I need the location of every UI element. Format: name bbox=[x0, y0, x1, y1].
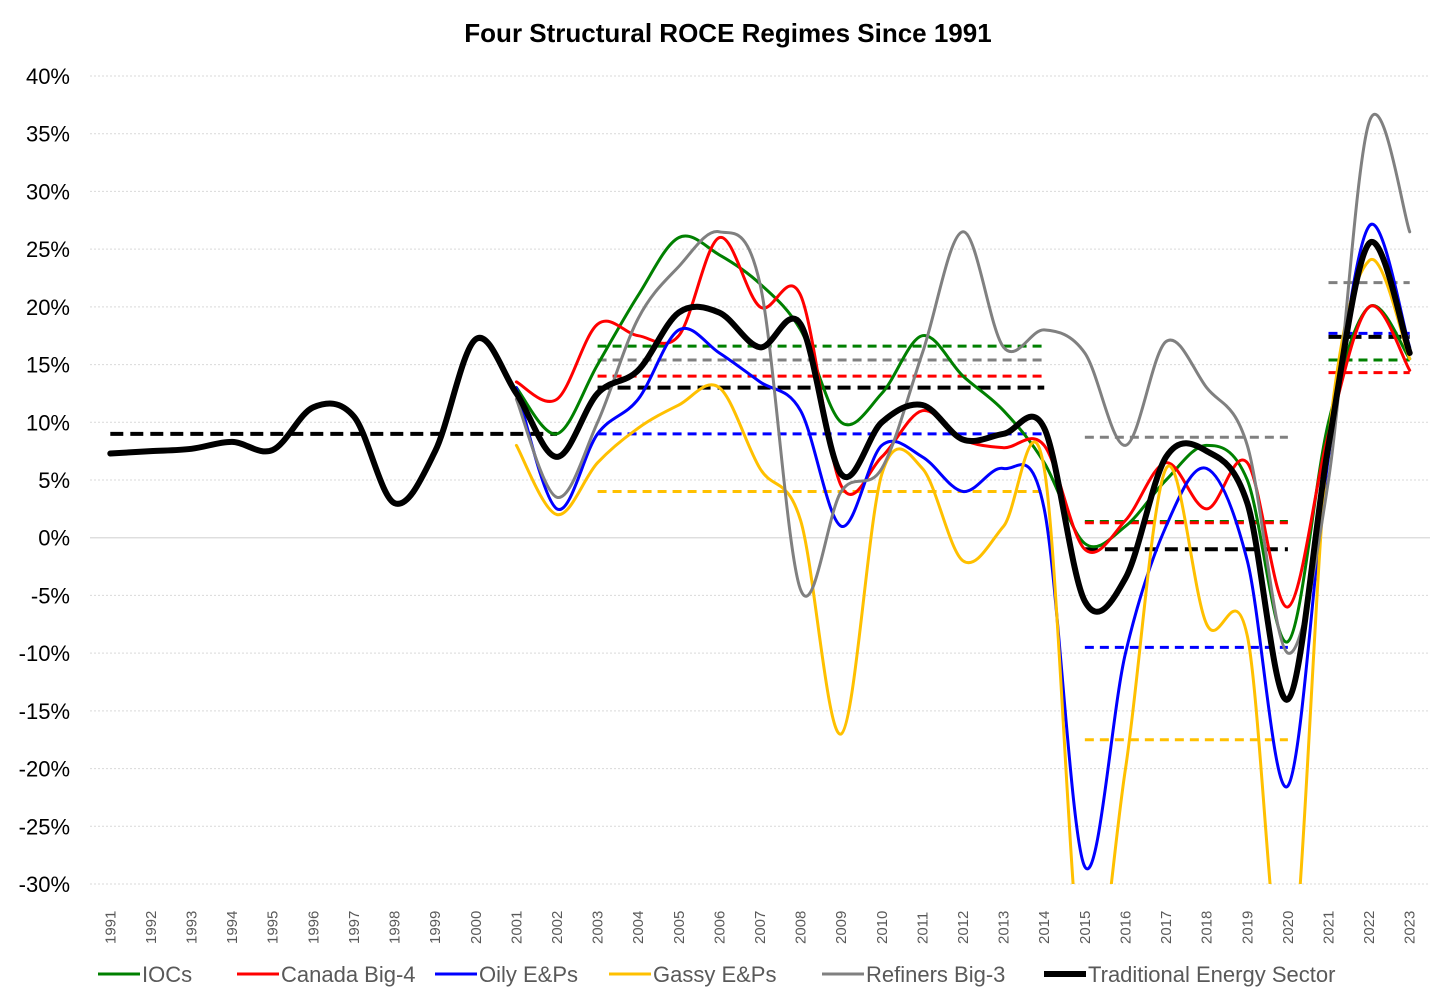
x-tick-label: 2016 bbox=[1117, 911, 1134, 944]
x-tick-label: 2006 bbox=[711, 911, 728, 944]
y-tick-label: 0% bbox=[38, 526, 70, 551]
legend-label-traditional-energy-sector: Traditional Energy Sector bbox=[1088, 962, 1335, 987]
series-line-iocs bbox=[514, 234, 1412, 644]
y-tick-label: -15% bbox=[19, 699, 70, 724]
x-tick-label: 1996 bbox=[305, 911, 322, 944]
y-tick-label: -20% bbox=[19, 757, 70, 782]
y-axis-ticks: 40% 35% 30% 25% 20% 15% 10% 5% 0% -5% -10% -15% -20%… bbox=[19, 64, 70, 897]
series-line-gassy-eps bbox=[514, 257, 1412, 884]
x-tick-label: 2022 bbox=[1361, 911, 1378, 944]
series-line-traditional-energy-sector bbox=[107, 238, 1413, 703]
y-tick-label: -30% bbox=[19, 872, 70, 897]
x-tick-label: 1993 bbox=[184, 911, 201, 944]
x-axis-ticks: 1991 1992 1993 1994 1995 1996 1997 1998 1999 2000… bbox=[102, 911, 1418, 944]
x-tick-label: 2013 bbox=[996, 911, 1013, 944]
x-tick-label: 2021 bbox=[1320, 911, 1337, 944]
x-tick-label: 2003 bbox=[590, 911, 607, 944]
chart-title: Four Structural ROCE Regimes Since 1991 bbox=[464, 18, 991, 48]
legend-label-canada-big-4: Canada Big-4 bbox=[281, 962, 416, 987]
y-tick-label: 35% bbox=[26, 122, 70, 147]
x-tick-label: 2019 bbox=[1239, 911, 1256, 944]
x-tick-label: 2008 bbox=[793, 911, 810, 944]
x-tick-label: 2023 bbox=[1402, 911, 1419, 944]
x-tick-label: 2015 bbox=[1077, 911, 1094, 944]
y-tick-label: 15% bbox=[26, 353, 70, 378]
x-tick-label: 1998 bbox=[387, 911, 404, 944]
gridlines bbox=[90, 75, 1430, 885]
series-lines bbox=[107, 112, 1413, 884]
x-tick-label: 2018 bbox=[1199, 911, 1216, 944]
x-tick-label: 2010 bbox=[874, 911, 891, 944]
x-tick-label: 1994 bbox=[224, 911, 241, 944]
x-tick-label: 1995 bbox=[265, 911, 282, 944]
legend-label-gassy-eps: Gassy E&Ps bbox=[653, 962, 776, 987]
x-tick-label: 2002 bbox=[549, 911, 566, 944]
x-tick-label: 2017 bbox=[1158, 911, 1175, 944]
x-tick-label: 2001 bbox=[508, 911, 525, 944]
y-tick-label: -10% bbox=[19, 641, 70, 666]
legend-label-oily-eps: Oily E&Ps bbox=[479, 962, 578, 987]
x-tick-label: 1999 bbox=[427, 911, 444, 944]
series-line-oily-eps bbox=[514, 222, 1412, 871]
x-tick-label: 2005 bbox=[671, 911, 688, 944]
y-tick-label: 20% bbox=[26, 295, 70, 320]
x-tick-label: 2012 bbox=[955, 911, 972, 944]
y-tick-label: 10% bbox=[26, 410, 70, 435]
x-tick-label: 2011 bbox=[914, 912, 931, 944]
legend: IOCs Canada Big-4 Oily E&Ps Gassy E&Ps Refin… bbox=[98, 962, 1335, 987]
x-tick-label: 1991 bbox=[102, 911, 119, 944]
x-tick-label: 1997 bbox=[346, 911, 363, 944]
x-tick-label: 2020 bbox=[1280, 911, 1297, 944]
y-tick-label: -5% bbox=[31, 583, 70, 608]
x-tick-label: 2004 bbox=[630, 911, 647, 944]
x-tick-label: 2007 bbox=[752, 911, 769, 944]
x-tick-label: 1992 bbox=[143, 911, 160, 944]
x-tick-label: 2009 bbox=[833, 911, 850, 944]
y-tick-label: -25% bbox=[19, 814, 70, 839]
y-tick-label: 30% bbox=[26, 179, 70, 204]
series-line-refiners-big-3 bbox=[514, 112, 1412, 655]
legend-label-iocs: IOCs bbox=[142, 962, 192, 987]
y-tick-label: 5% bbox=[38, 468, 70, 493]
y-tick-label: 40% bbox=[26, 64, 70, 89]
legend-label-refiners-big-3: Refiners Big-3 bbox=[866, 962, 1005, 987]
x-tick-label: 2014 bbox=[1036, 911, 1053, 944]
regime-average-lines bbox=[110, 281, 1410, 742]
y-tick-label: 25% bbox=[26, 237, 70, 262]
x-tick-label: 2000 bbox=[468, 911, 485, 944]
